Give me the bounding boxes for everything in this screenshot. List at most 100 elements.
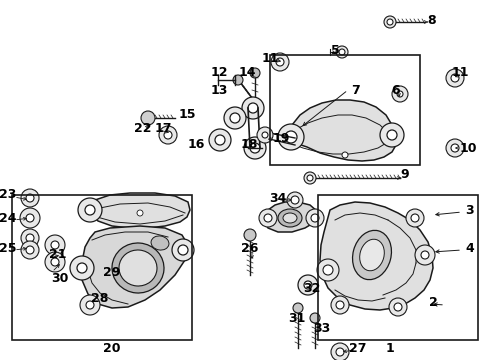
Polygon shape xyxy=(82,226,187,308)
Circle shape xyxy=(224,107,245,129)
Circle shape xyxy=(178,245,187,255)
Text: 23: 23 xyxy=(0,189,17,202)
Circle shape xyxy=(405,209,423,227)
Text: 3: 3 xyxy=(465,203,473,216)
Circle shape xyxy=(309,313,319,323)
Ellipse shape xyxy=(112,243,163,293)
Text: 2: 2 xyxy=(428,297,436,310)
Circle shape xyxy=(259,209,276,227)
Circle shape xyxy=(77,263,87,273)
Bar xyxy=(269,55,419,165)
Text: 11: 11 xyxy=(261,51,278,64)
Circle shape xyxy=(278,124,304,150)
Ellipse shape xyxy=(359,239,384,271)
Circle shape xyxy=(244,229,256,241)
Circle shape xyxy=(45,252,65,272)
Text: 5: 5 xyxy=(330,44,339,57)
Text: 16: 16 xyxy=(187,139,204,152)
Circle shape xyxy=(232,75,243,85)
Text: 32: 32 xyxy=(303,282,320,294)
Circle shape xyxy=(159,126,177,144)
Circle shape xyxy=(70,256,94,280)
Circle shape xyxy=(51,241,59,249)
Text: 25: 25 xyxy=(0,242,17,255)
Text: 28: 28 xyxy=(91,292,108,305)
Circle shape xyxy=(20,208,40,228)
Circle shape xyxy=(420,251,428,259)
Text: 18: 18 xyxy=(240,139,257,152)
Polygon shape xyxy=(90,193,190,228)
Circle shape xyxy=(379,123,403,147)
Circle shape xyxy=(26,234,34,242)
Circle shape xyxy=(445,139,463,157)
Circle shape xyxy=(215,135,224,145)
Text: 10: 10 xyxy=(458,141,476,154)
Circle shape xyxy=(247,103,258,113)
Circle shape xyxy=(21,229,39,247)
Circle shape xyxy=(341,152,347,158)
Ellipse shape xyxy=(151,236,168,250)
Text: 1: 1 xyxy=(385,342,393,355)
Text: 22: 22 xyxy=(134,122,151,135)
Circle shape xyxy=(393,303,401,311)
Text: 11: 11 xyxy=(450,66,468,78)
Circle shape xyxy=(285,131,296,143)
Text: 26: 26 xyxy=(241,242,258,255)
Circle shape xyxy=(330,343,348,360)
Text: 8: 8 xyxy=(427,13,435,27)
Circle shape xyxy=(414,245,434,265)
Circle shape xyxy=(264,214,271,222)
Polygon shape xyxy=(263,202,317,232)
Circle shape xyxy=(330,296,348,314)
Circle shape xyxy=(450,74,458,82)
Text: 15: 15 xyxy=(178,108,195,122)
Circle shape xyxy=(270,53,288,71)
Circle shape xyxy=(249,143,260,153)
Text: 9: 9 xyxy=(400,168,408,181)
Circle shape xyxy=(386,130,396,140)
Circle shape xyxy=(137,210,142,216)
Circle shape xyxy=(306,175,312,181)
Circle shape xyxy=(26,246,34,254)
Circle shape xyxy=(410,214,418,222)
Text: 4: 4 xyxy=(465,242,473,255)
Circle shape xyxy=(208,129,230,151)
Circle shape xyxy=(86,301,94,309)
Circle shape xyxy=(450,144,458,152)
Text: 27: 27 xyxy=(348,342,366,355)
Circle shape xyxy=(388,298,406,316)
Text: 31: 31 xyxy=(288,311,305,324)
Bar xyxy=(12,195,192,340)
Text: 6: 6 xyxy=(391,84,400,96)
Circle shape xyxy=(78,198,102,222)
Circle shape xyxy=(316,259,338,281)
Circle shape xyxy=(383,16,395,28)
Circle shape xyxy=(304,172,315,184)
Circle shape xyxy=(323,265,332,275)
Text: 30: 30 xyxy=(51,271,68,284)
Circle shape xyxy=(386,19,392,25)
Text: 21: 21 xyxy=(49,248,67,261)
Circle shape xyxy=(229,113,240,123)
Circle shape xyxy=(244,137,265,159)
Ellipse shape xyxy=(278,209,302,227)
Circle shape xyxy=(297,275,317,295)
Circle shape xyxy=(172,239,194,261)
Circle shape xyxy=(163,131,172,139)
Circle shape xyxy=(290,196,298,204)
Circle shape xyxy=(26,214,34,222)
Text: 19: 19 xyxy=(272,131,289,144)
Text: 33: 33 xyxy=(313,321,330,334)
Bar xyxy=(317,195,477,340)
Circle shape xyxy=(21,241,39,259)
Circle shape xyxy=(292,303,303,313)
Circle shape xyxy=(391,86,407,102)
Circle shape xyxy=(45,235,65,255)
Polygon shape xyxy=(282,100,395,161)
Circle shape xyxy=(262,132,267,138)
Circle shape xyxy=(242,97,264,119)
Circle shape xyxy=(286,192,303,208)
Circle shape xyxy=(80,295,100,315)
Ellipse shape xyxy=(119,250,157,286)
Circle shape xyxy=(304,281,311,289)
